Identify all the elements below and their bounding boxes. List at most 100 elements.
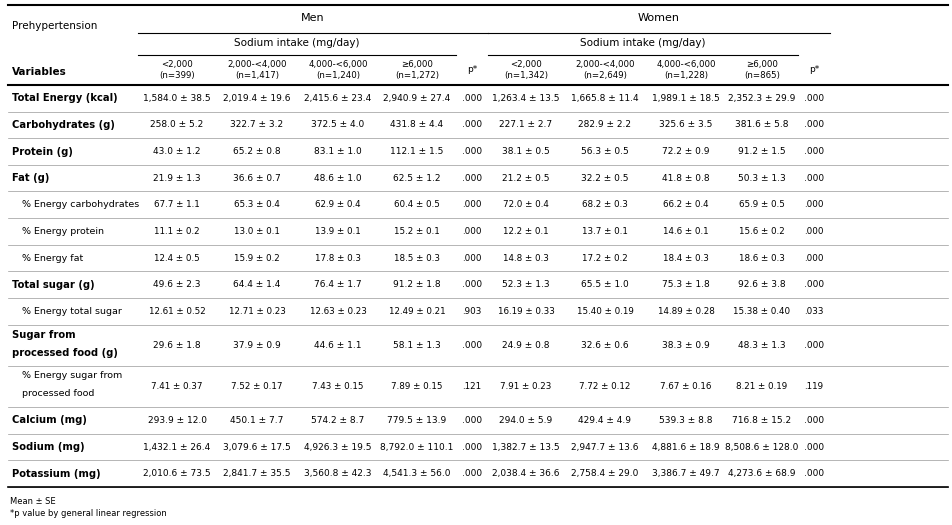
Text: 431.8 ± 4.4: 431.8 ± 4.4 xyxy=(390,120,444,130)
Text: 2,000-<4,000
(n=2,649): 2,000-<4,000 (n=2,649) xyxy=(575,60,635,80)
Text: .000: .000 xyxy=(462,120,482,130)
Text: Men: Men xyxy=(301,13,325,23)
Text: 15.40 ± 0.19: 15.40 ± 0.19 xyxy=(577,307,633,316)
Text: 32.2 ± 0.5: 32.2 ± 0.5 xyxy=(582,174,628,183)
Text: .000: .000 xyxy=(803,416,824,425)
Text: .000: .000 xyxy=(463,201,482,209)
Text: 41.8 ± 0.8: 41.8 ± 0.8 xyxy=(663,174,710,183)
Text: 58.1 ± 1.3: 58.1 ± 1.3 xyxy=(393,341,441,350)
Text: 67.7 ± 1.1: 67.7 ± 1.1 xyxy=(154,201,200,209)
Text: 18.5 ± 0.3: 18.5 ± 0.3 xyxy=(394,254,440,262)
Text: % Energy carbohydrates: % Energy carbohydrates xyxy=(22,201,139,209)
Text: 294.0 ± 5.9: 294.0 ± 5.9 xyxy=(500,416,552,425)
Text: Variables: Variables xyxy=(12,67,67,77)
Text: <2,000
(n=399): <2,000 (n=399) xyxy=(159,60,195,80)
Text: .000: .000 xyxy=(462,174,482,183)
Text: .000: .000 xyxy=(803,280,824,289)
Text: 8,792.0 ± 110.1: 8,792.0 ± 110.1 xyxy=(380,443,454,452)
Text: 15.2 ± 0.1: 15.2 ± 0.1 xyxy=(394,227,440,236)
Text: 15.9 ± 0.2: 15.9 ± 0.2 xyxy=(234,254,280,262)
Text: 7.89 ± 0.15: 7.89 ± 0.15 xyxy=(391,382,443,391)
Text: 12.61 ± 0.52: 12.61 ± 0.52 xyxy=(149,307,206,316)
Text: 429.4 ± 4.9: 429.4 ± 4.9 xyxy=(579,416,631,425)
Text: .000: .000 xyxy=(462,94,482,103)
Text: 3,079.6 ± 17.5: 3,079.6 ± 17.5 xyxy=(223,443,291,452)
Text: 13.9 ± 0.1: 13.9 ± 0.1 xyxy=(315,227,361,236)
Text: 2,000-<4,000
(n=1,417): 2,000-<4,000 (n=1,417) xyxy=(228,60,287,80)
Text: 60.4 ± 0.5: 60.4 ± 0.5 xyxy=(394,201,440,209)
Text: 4,926.3 ± 19.5: 4,926.3 ± 19.5 xyxy=(305,443,371,452)
Text: 48.3 ± 1.3: 48.3 ± 1.3 xyxy=(738,341,785,350)
Text: 12.2 ± 0.1: 12.2 ± 0.1 xyxy=(504,227,548,236)
Text: 24.9 ± 0.8: 24.9 ± 0.8 xyxy=(503,341,549,350)
Text: 779.5 ± 13.9: 779.5 ± 13.9 xyxy=(387,416,446,425)
Text: .119: .119 xyxy=(804,382,823,391)
Text: 72.0 ± 0.4: 72.0 ± 0.4 xyxy=(503,201,549,209)
Text: 7.67 ± 0.16: 7.67 ± 0.16 xyxy=(661,382,712,391)
Text: % Energy sugar from: % Energy sugar from xyxy=(22,371,122,380)
Text: Carbohydrates (g): Carbohydrates (g) xyxy=(12,120,115,130)
Text: 12.49 ± 0.21: 12.49 ± 0.21 xyxy=(388,307,446,316)
Text: 15.38 ± 0.40: 15.38 ± 0.40 xyxy=(733,307,790,316)
Text: 112.1 ± 1.5: 112.1 ± 1.5 xyxy=(390,147,444,156)
Text: Sodium intake (mg/day): Sodium intake (mg/day) xyxy=(581,38,705,48)
Text: Sodium (mg): Sodium (mg) xyxy=(12,442,85,452)
Text: 65.3 ± 0.4: 65.3 ± 0.4 xyxy=(234,201,280,209)
Text: p*: p* xyxy=(809,66,819,75)
Text: .000: .000 xyxy=(463,227,482,236)
Text: 12.4 ± 0.5: 12.4 ± 0.5 xyxy=(154,254,200,262)
Text: 2,841.7 ± 35.5: 2,841.7 ± 35.5 xyxy=(224,469,290,478)
Text: 32.6 ± 0.6: 32.6 ± 0.6 xyxy=(581,341,629,350)
Text: 72.2 ± 0.9: 72.2 ± 0.9 xyxy=(663,147,710,156)
Text: 1,989.1 ± 18.5: 1,989.1 ± 18.5 xyxy=(652,94,720,103)
Text: 2,947.7 ± 13.6: 2,947.7 ± 13.6 xyxy=(571,443,639,452)
Text: 16.19 ± 0.33: 16.19 ± 0.33 xyxy=(498,307,554,316)
Text: 92.6 ± 3.8: 92.6 ± 3.8 xyxy=(738,280,785,289)
Text: .121: .121 xyxy=(463,382,482,391)
Text: 38.1 ± 0.5: 38.1 ± 0.5 xyxy=(502,147,550,156)
Text: % Energy total sugar: % Energy total sugar xyxy=(22,307,122,316)
Text: 2,019.4 ± 19.6: 2,019.4 ± 19.6 xyxy=(224,94,290,103)
Text: 1,382.7 ± 13.5: 1,382.7 ± 13.5 xyxy=(492,443,560,452)
Text: .000: .000 xyxy=(803,469,824,478)
Text: .000: .000 xyxy=(804,254,823,262)
Text: 65.2 ± 0.8: 65.2 ± 0.8 xyxy=(233,147,281,156)
Text: 2,038.4 ± 36.6: 2,038.4 ± 36.6 xyxy=(492,469,560,478)
Text: *p value by general linear regression: *p value by general linear regression xyxy=(10,509,167,518)
Text: Sodium intake (mg/day): Sodium intake (mg/day) xyxy=(234,38,360,48)
Text: 14.6 ± 0.1: 14.6 ± 0.1 xyxy=(664,227,709,236)
Text: Sugar from: Sugar from xyxy=(12,330,75,340)
Text: 66.2 ± 0.4: 66.2 ± 0.4 xyxy=(664,201,709,209)
Text: 7.52 ± 0.17: 7.52 ± 0.17 xyxy=(231,382,283,391)
Text: 282.9 ± 2.2: 282.9 ± 2.2 xyxy=(579,120,631,130)
Text: Women: Women xyxy=(638,13,680,23)
Text: 62.5 ± 1.2: 62.5 ± 1.2 xyxy=(393,174,441,183)
Text: .000: .000 xyxy=(462,280,482,289)
Text: 56.3 ± 0.5: 56.3 ± 0.5 xyxy=(581,147,629,156)
Text: 7.72 ± 0.12: 7.72 ± 0.12 xyxy=(580,382,630,391)
Text: 65.5 ± 1.0: 65.5 ± 1.0 xyxy=(581,280,629,289)
Text: 48.6 ± 1.0: 48.6 ± 1.0 xyxy=(314,174,362,183)
Text: .000: .000 xyxy=(462,147,482,156)
Text: 3,386.7 ± 49.7: 3,386.7 ± 49.7 xyxy=(652,469,720,478)
Text: 21.2 ± 0.5: 21.2 ± 0.5 xyxy=(503,174,549,183)
Text: 21.9 ± 1.3: 21.9 ± 1.3 xyxy=(153,174,201,183)
Text: <2,000
(n=1,342): <2,000 (n=1,342) xyxy=(504,60,548,80)
Text: 7.43 ± 0.15: 7.43 ± 0.15 xyxy=(312,382,364,391)
Text: 325.6 ± 3.5: 325.6 ± 3.5 xyxy=(660,120,713,130)
Text: 2,940.9 ± 27.4: 2,940.9 ± 27.4 xyxy=(384,94,450,103)
Text: 4,881.6 ± 18.9: 4,881.6 ± 18.9 xyxy=(652,443,720,452)
Text: 49.6 ± 2.3: 49.6 ± 2.3 xyxy=(153,280,201,289)
Text: 293.9 ± 12.0: 293.9 ± 12.0 xyxy=(148,416,207,425)
Text: ≥6,000
(n=1,272): ≥6,000 (n=1,272) xyxy=(395,60,439,80)
Text: 3,560.8 ± 42.3: 3,560.8 ± 42.3 xyxy=(305,469,371,478)
Text: 62.9 ± 0.4: 62.9 ± 0.4 xyxy=(315,201,361,209)
Text: .000: .000 xyxy=(803,147,824,156)
Text: % Energy fat: % Energy fat xyxy=(22,254,83,262)
Text: % Energy protein: % Energy protein xyxy=(22,227,104,236)
Text: Total sugar (g): Total sugar (g) xyxy=(12,280,94,290)
Text: 7.41 ± 0.37: 7.41 ± 0.37 xyxy=(151,382,203,391)
Text: 17.2 ± 0.2: 17.2 ± 0.2 xyxy=(582,254,628,262)
Text: ≥6,000
(n=865): ≥6,000 (n=865) xyxy=(744,60,780,80)
Text: 83.1 ± 1.0: 83.1 ± 1.0 xyxy=(314,147,362,156)
